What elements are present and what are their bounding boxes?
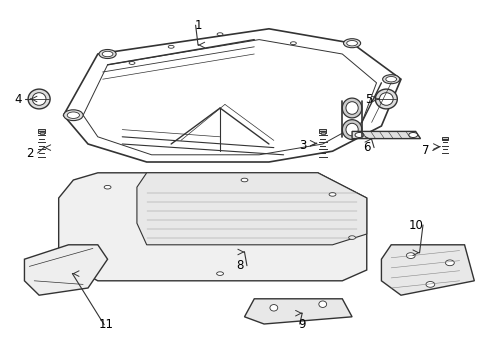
Text: 4: 4 (14, 93, 22, 105)
Text: 6: 6 (362, 141, 370, 154)
Bar (441, 137, 447, 140)
Ellipse shape (216, 272, 223, 275)
Polygon shape (244, 299, 351, 324)
Ellipse shape (345, 123, 357, 136)
Ellipse shape (406, 253, 414, 258)
Ellipse shape (318, 301, 326, 307)
Ellipse shape (382, 75, 399, 84)
Ellipse shape (269, 305, 277, 311)
Ellipse shape (342, 98, 361, 118)
Ellipse shape (385, 77, 396, 82)
Ellipse shape (354, 132, 363, 138)
Text: 10: 10 (407, 219, 422, 231)
Polygon shape (381, 245, 473, 295)
Polygon shape (59, 173, 366, 281)
Ellipse shape (94, 250, 101, 254)
Polygon shape (24, 245, 107, 295)
Ellipse shape (346, 41, 357, 46)
Ellipse shape (445, 260, 453, 266)
Text: 3: 3 (299, 139, 306, 152)
Ellipse shape (345, 102, 357, 114)
Ellipse shape (28, 89, 50, 109)
Ellipse shape (99, 50, 116, 59)
Text: 11: 11 (99, 318, 114, 331)
Polygon shape (351, 131, 420, 139)
Text: 8: 8 (235, 259, 243, 272)
Ellipse shape (374, 89, 396, 109)
Bar (38, 129, 45, 133)
Ellipse shape (32, 93, 46, 105)
Bar (320, 132, 324, 134)
Text: 7: 7 (421, 144, 428, 157)
Text: 1: 1 (194, 19, 202, 32)
Ellipse shape (379, 93, 392, 105)
Ellipse shape (104, 185, 111, 189)
Ellipse shape (343, 39, 360, 48)
Bar (319, 129, 325, 133)
Ellipse shape (328, 193, 335, 196)
Ellipse shape (102, 51, 113, 57)
Bar (40, 132, 43, 134)
Ellipse shape (67, 112, 79, 118)
Ellipse shape (342, 120, 361, 140)
Text: 2: 2 (26, 147, 34, 159)
Ellipse shape (425, 282, 434, 287)
Ellipse shape (241, 178, 247, 182)
Ellipse shape (408, 132, 417, 138)
Ellipse shape (348, 236, 355, 239)
Text: 5: 5 (365, 93, 372, 105)
Text: 9: 9 (298, 318, 305, 330)
Polygon shape (137, 173, 366, 245)
Ellipse shape (63, 110, 83, 121)
